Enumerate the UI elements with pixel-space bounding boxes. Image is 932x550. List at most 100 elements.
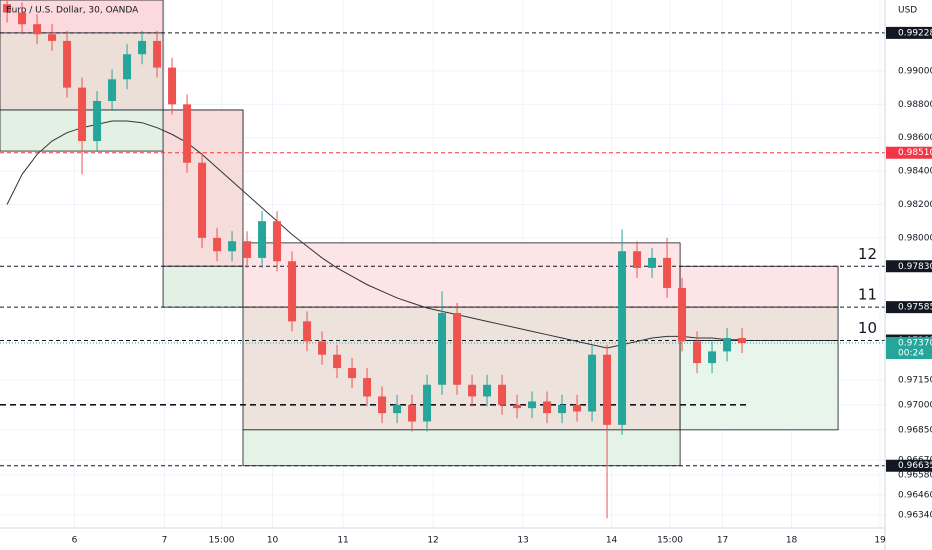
candle-body <box>78 87 87 142</box>
price-tag <box>886 459 932 472</box>
candle-body <box>423 384 432 422</box>
position-zone <box>679 340 839 431</box>
candle-body <box>168 67 177 105</box>
x-tick-label: 13 <box>517 536 528 546</box>
candle-body <box>288 261 297 322</box>
candle-body <box>93 100 102 142</box>
y-tick-label: 0.97000 <box>898 400 932 410</box>
x-tick-label: 12 <box>427 536 438 546</box>
x-tick-label: 7 <box>162 536 168 546</box>
y-tick-label: 0.96460 <box>898 490 932 500</box>
candle-body <box>498 384 507 405</box>
candle-body <box>633 251 642 268</box>
candle-body <box>108 79 117 101</box>
price-tag-label: 0.98510 <box>898 148 932 158</box>
candle-body <box>258 221 267 258</box>
chart-title: Euro / U.S. Dollar, 30, OANDA <box>6 6 139 16</box>
y-tick-label: 0.98000 <box>898 233 932 243</box>
candle-body <box>648 257 657 268</box>
candle-body <box>378 396 387 414</box>
candle-body <box>558 404 567 414</box>
candle-body <box>273 221 282 262</box>
position-zone <box>0 0 164 34</box>
x-tick-label: 15:00 <box>209 536 235 546</box>
x-tick-label: 18 <box>786 536 798 546</box>
candle-body <box>543 401 552 414</box>
position-zone <box>679 265 839 308</box>
countdown-label: 00:24 <box>898 349 924 359</box>
candle-body <box>348 368 357 379</box>
candle-body <box>33 24 42 35</box>
y-tick-label: 0.98600 <box>898 133 932 143</box>
candle-body <box>528 401 537 409</box>
candle-body <box>228 241 237 252</box>
candle-body <box>588 354 597 412</box>
price-tag-label: 0.97830 <box>898 262 932 272</box>
price-tag-label: 0.97370 <box>898 339 932 349</box>
candle-body <box>318 341 327 355</box>
candle-body <box>213 237 222 252</box>
x-tick-label: 14 <box>606 536 618 546</box>
x-tick-label: 11 <box>337 536 348 546</box>
candle-body <box>438 312 447 385</box>
level-annotation: 11 <box>858 286 877 304</box>
candle-body <box>63 40 72 88</box>
position-zone <box>242 429 681 467</box>
candle-body <box>453 312 462 385</box>
y-tick-label: 0.98200 <box>898 200 932 210</box>
candle-body <box>708 351 717 364</box>
price-tag <box>886 301 932 314</box>
y-tick-label: 0.96340 <box>898 510 932 520</box>
candle-body <box>663 257 672 288</box>
y-tick-label: 0.98400 <box>898 167 932 177</box>
candle-body <box>138 40 147 55</box>
x-tick-label: 17 <box>717 536 728 546</box>
candle-body <box>573 404 582 412</box>
candle-body <box>303 321 312 342</box>
level-annotation: 10 <box>858 319 877 337</box>
candle-body <box>603 354 612 425</box>
candle-body <box>723 338 732 352</box>
candle-body <box>123 54 132 80</box>
candle-body <box>618 251 627 425</box>
price-tag <box>886 146 932 159</box>
price-tag-label: 0.97585 <box>898 303 932 313</box>
position-zone <box>679 306 839 341</box>
x-tick-label: 10 <box>267 536 279 546</box>
candle-body <box>678 287 687 342</box>
y-tick-label: 0.96580 <box>898 470 932 480</box>
candle-body <box>513 404 522 409</box>
currency-label: USD <box>898 6 917 16</box>
price-tag-label: 0.96635 <box>898 461 932 471</box>
y-tick-label: 0.98800 <box>898 100 932 110</box>
position-zone <box>162 265 244 308</box>
position-zone <box>242 242 681 308</box>
price-tag <box>886 260 932 273</box>
x-tick-label: 19 <box>874 536 886 546</box>
price-tag <box>886 26 932 39</box>
candle-body <box>243 241 252 258</box>
candle-body <box>393 404 402 414</box>
candle-body <box>183 104 192 163</box>
x-tick-label: 6 <box>72 536 78 546</box>
candle-body <box>18 12 27 25</box>
candle-body <box>483 384 492 397</box>
plot-area <box>0 0 885 528</box>
candle-body <box>198 162 207 238</box>
candle-body <box>363 378 372 397</box>
candle-body <box>738 338 747 344</box>
candle-body <box>408 404 417 422</box>
candle-body <box>153 40 162 68</box>
candle-body <box>333 354 342 369</box>
price-tag-label: 0.99228 <box>898 28 932 38</box>
y-tick-label: 0.97150 <box>898 375 932 385</box>
candle-body <box>468 384 477 397</box>
candle-body <box>3 4 12 13</box>
price-tag <box>886 337 932 360</box>
candle-body <box>693 341 702 364</box>
level-annotation: 12 <box>858 245 877 263</box>
y-tick-label: 0.96850 <box>898 425 932 435</box>
x-tick-label: 15:00 <box>657 536 683 546</box>
candle-body <box>48 34 57 41</box>
